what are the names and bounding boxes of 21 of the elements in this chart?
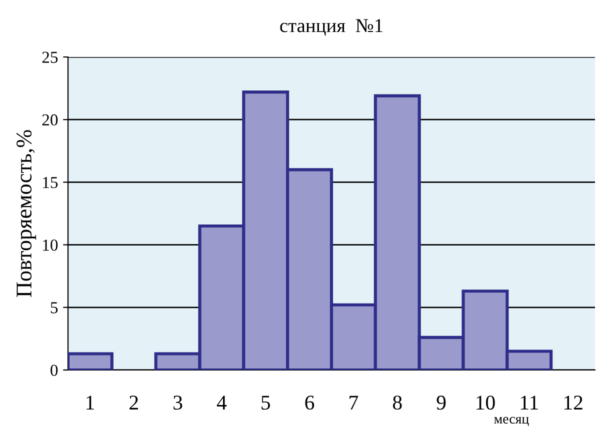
x-tick-label: 10 <box>476 396 495 410</box>
x-tick-label: 8 <box>392 396 402 410</box>
x-tick-label: 1 <box>86 396 94 410</box>
y-tick-label: 5 <box>50 302 58 314</box>
y-tick-label: 15 <box>43 176 58 188</box>
y-axis-title: Повторяемость,% <box>16 130 36 298</box>
x-tick-label: 2 <box>130 396 138 410</box>
x-tick-label: 3 <box>174 396 182 410</box>
x-tick-label: 4 <box>216 396 227 410</box>
x-tick-label: 9 <box>436 396 446 410</box>
x-tick-label: 12 <box>564 396 582 410</box>
y-tick-label: 25 <box>42 52 58 63</box>
y-tick-label: 10 <box>43 240 58 251</box>
x-axis-title: месяц <box>494 416 529 426</box>
x-tick-label: 6 <box>305 396 314 410</box>
y-tick-label: 20 <box>42 114 58 126</box>
x-tick-label: 5 <box>262 396 270 410</box>
x-tick-label: 7 <box>350 396 358 410</box>
chart-title: станция №1 <box>280 19 382 36</box>
y-tick-label: 0 <box>50 364 58 376</box>
x-tick-label: 11 <box>520 396 538 410</box>
